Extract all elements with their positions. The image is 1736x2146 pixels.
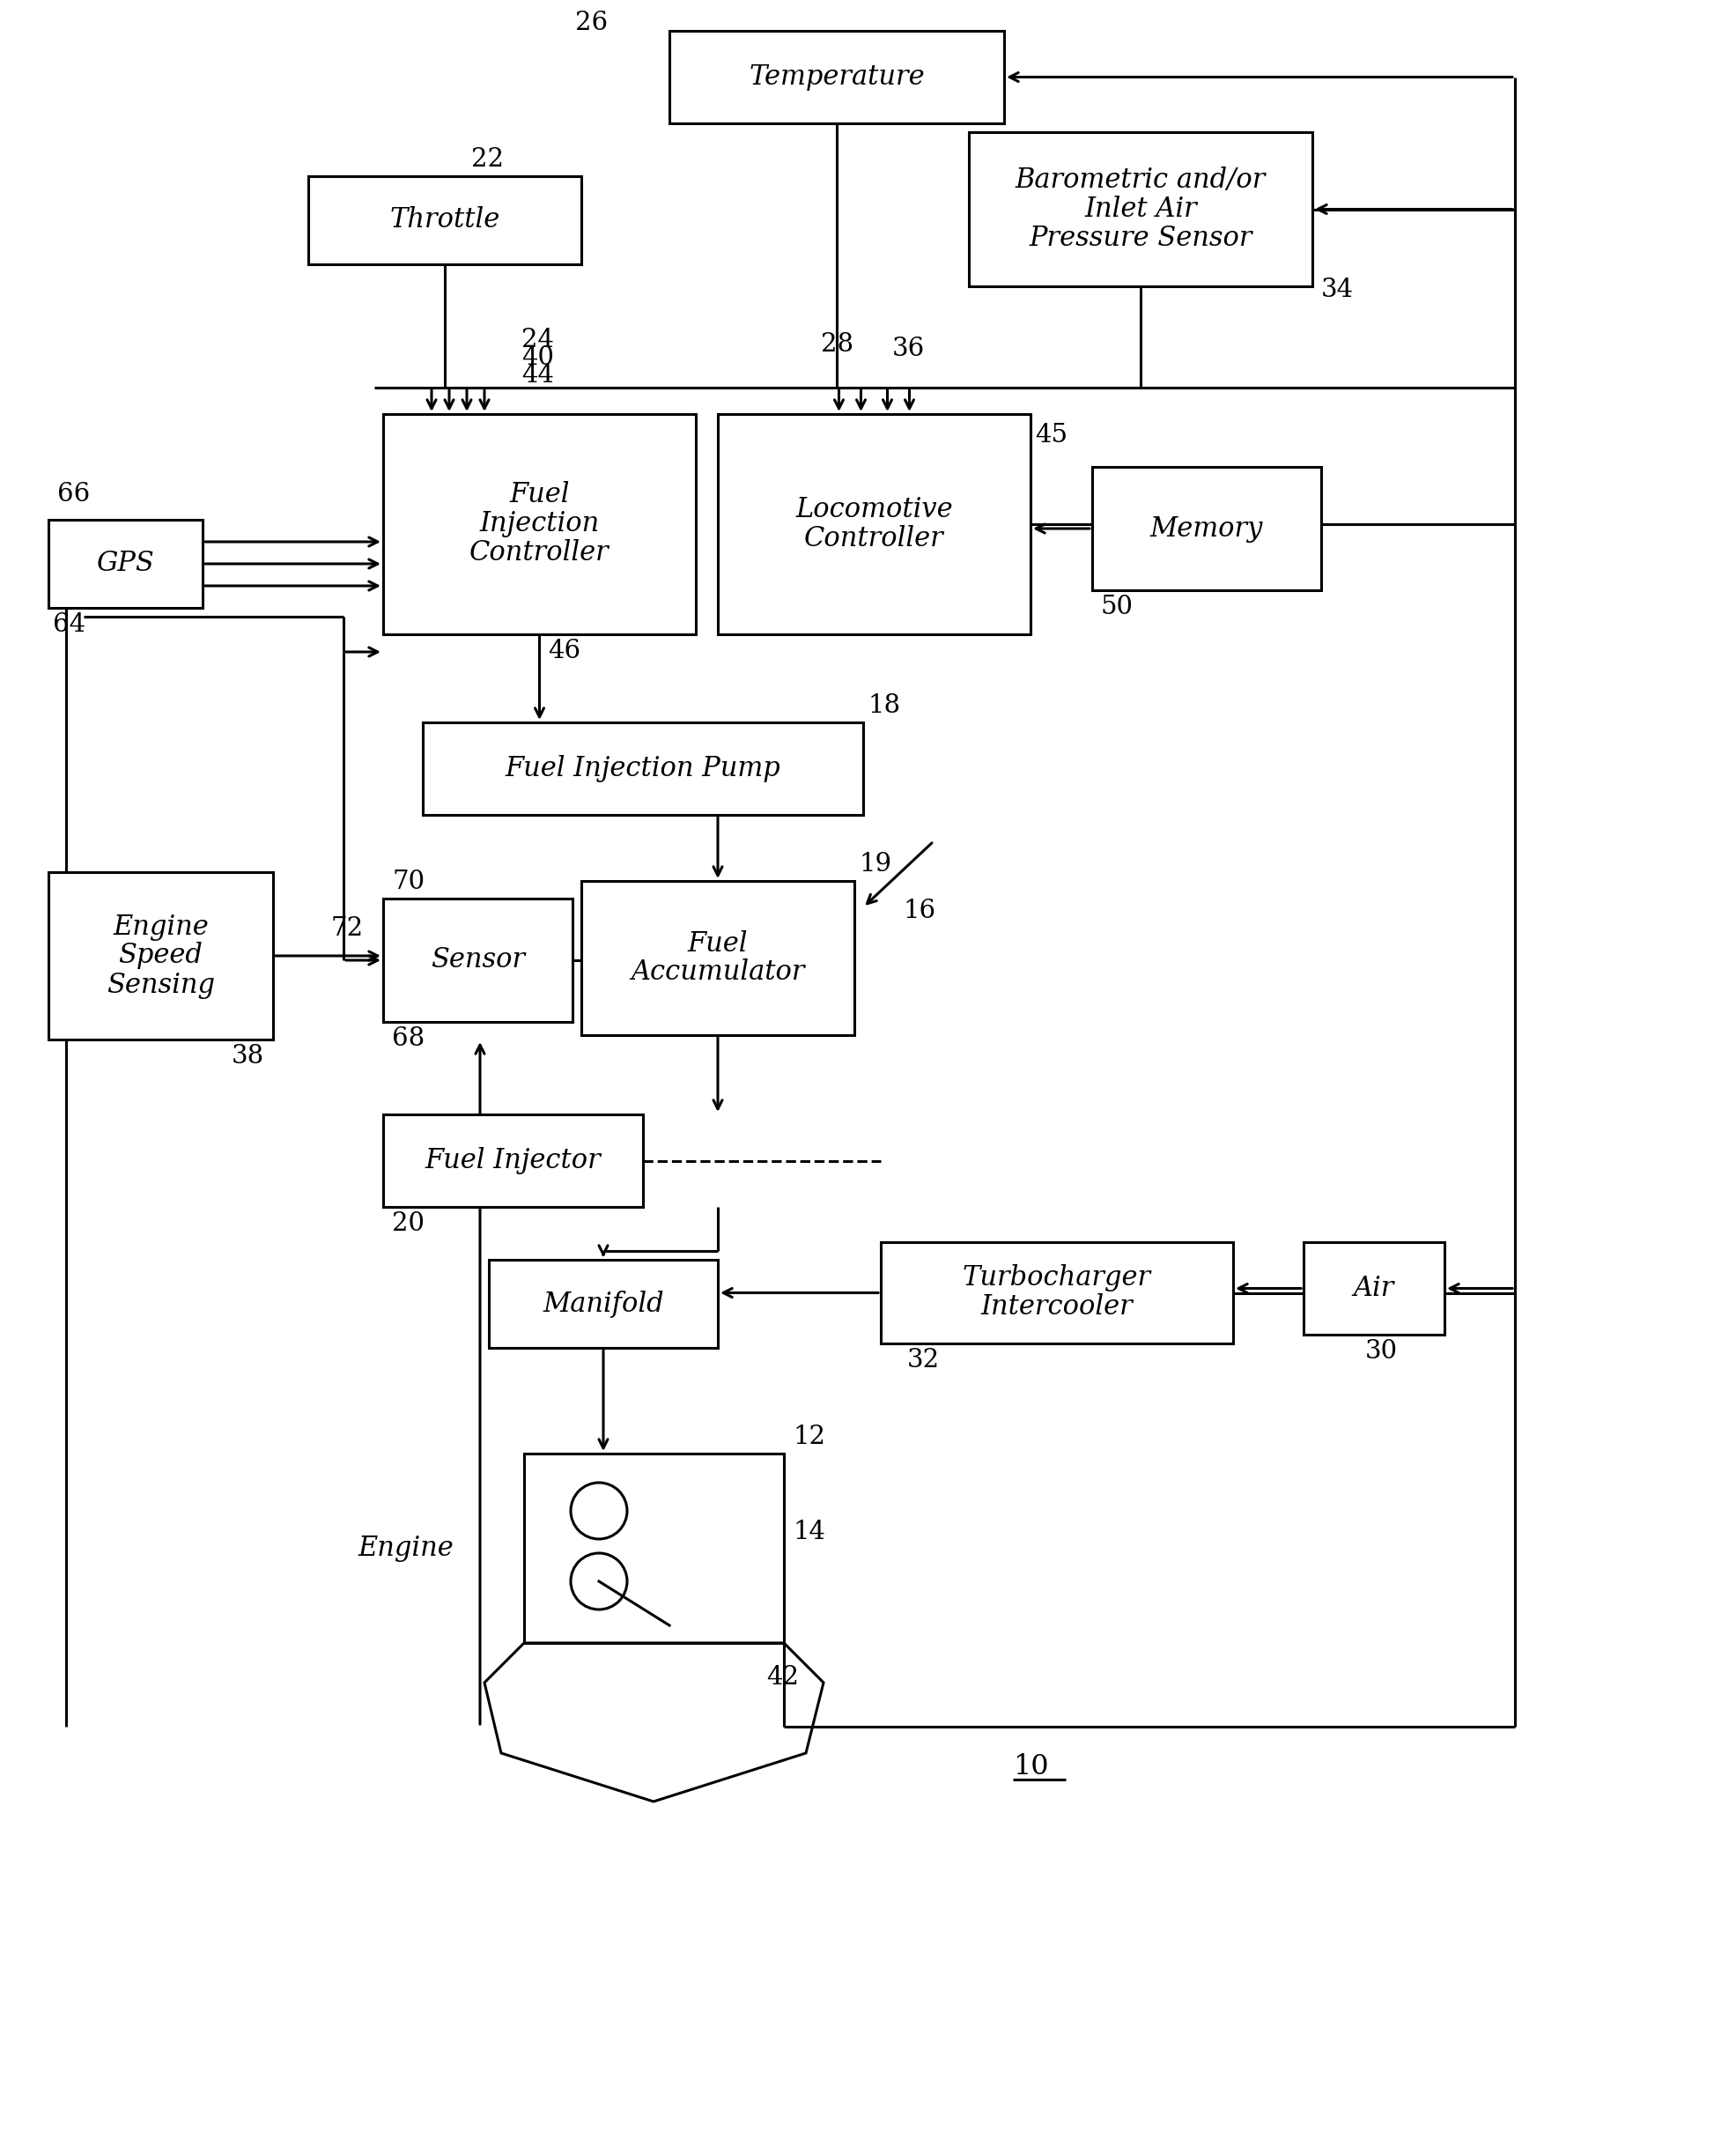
Bar <box>969 133 1312 285</box>
Text: Pressure Sensor: Pressure Sensor <box>1029 225 1252 251</box>
Text: 36: 36 <box>892 337 925 361</box>
Bar <box>670 30 1003 122</box>
Text: Throttle: Throttle <box>389 206 500 234</box>
Text: Accumulator: Accumulator <box>630 959 806 987</box>
Text: 38: 38 <box>231 1043 264 1069</box>
Text: 16: 16 <box>903 899 936 923</box>
Text: Injection: Injection <box>479 511 599 539</box>
Text: 26: 26 <box>575 11 608 34</box>
Bar <box>1092 468 1321 590</box>
Text: Controller: Controller <box>804 526 944 552</box>
Text: 50: 50 <box>1101 594 1134 620</box>
Text: 44: 44 <box>523 363 554 388</box>
Text: Fuel: Fuel <box>509 481 569 509</box>
Text: Memory: Memory <box>1151 515 1264 543</box>
Text: Speed: Speed <box>118 942 203 970</box>
Text: 34: 34 <box>1321 277 1354 303</box>
Text: 70: 70 <box>392 869 425 895</box>
Text: 42: 42 <box>766 1665 799 1689</box>
Text: GPS: GPS <box>97 549 155 577</box>
Text: Controller: Controller <box>469 539 609 567</box>
Text: Turbocharger: Turbocharger <box>963 1264 1151 1292</box>
Bar <box>384 1114 642 1206</box>
Text: 45: 45 <box>1035 423 1068 449</box>
Text: 72: 72 <box>330 916 363 940</box>
Bar <box>384 414 696 635</box>
Text: Engine: Engine <box>113 912 208 940</box>
Text: 18: 18 <box>868 693 901 719</box>
Text: 30: 30 <box>1364 1339 1397 1363</box>
Bar <box>524 1453 785 1644</box>
Text: Barometric and/or: Barometric and/or <box>1016 167 1266 193</box>
Bar <box>384 899 573 1021</box>
Text: 10: 10 <box>1012 1753 1049 1781</box>
Bar <box>880 1243 1233 1343</box>
Text: Engine: Engine <box>358 1534 453 1562</box>
Text: Air: Air <box>1354 1275 1394 1303</box>
Bar <box>1304 1243 1444 1335</box>
Text: 40: 40 <box>523 346 554 369</box>
Bar <box>717 414 1031 635</box>
Text: 22: 22 <box>470 148 503 172</box>
Text: 14: 14 <box>793 1519 825 1545</box>
Text: Inlet Air: Inlet Air <box>1085 195 1196 223</box>
Bar <box>490 1260 717 1348</box>
Text: 19: 19 <box>859 852 892 876</box>
Text: Manifold: Manifold <box>543 1290 663 1318</box>
Text: Fuel Injection Pump: Fuel Injection Pump <box>505 755 781 783</box>
Text: 12: 12 <box>793 1425 825 1449</box>
Text: Fuel: Fuel <box>687 929 748 957</box>
Text: Temperature: Temperature <box>748 64 925 90</box>
Text: 64: 64 <box>52 612 85 637</box>
Text: Intercooler: Intercooler <box>981 1294 1134 1322</box>
Bar <box>582 882 854 1034</box>
Bar <box>49 871 273 1039</box>
Text: 68: 68 <box>392 1026 425 1052</box>
Text: Sensor: Sensor <box>431 946 524 974</box>
Text: 24: 24 <box>523 328 554 352</box>
Text: Locomotive: Locomotive <box>795 496 953 524</box>
Text: 66: 66 <box>57 483 90 506</box>
Bar <box>424 723 863 815</box>
Bar <box>49 519 203 607</box>
Text: 32: 32 <box>908 1348 939 1373</box>
Text: 28: 28 <box>821 333 854 356</box>
Text: Fuel Injector: Fuel Injector <box>425 1146 601 1174</box>
Text: Sensing: Sensing <box>106 972 215 998</box>
Text: 20: 20 <box>392 1210 425 1236</box>
Bar <box>309 176 582 264</box>
Text: 46: 46 <box>549 640 582 663</box>
